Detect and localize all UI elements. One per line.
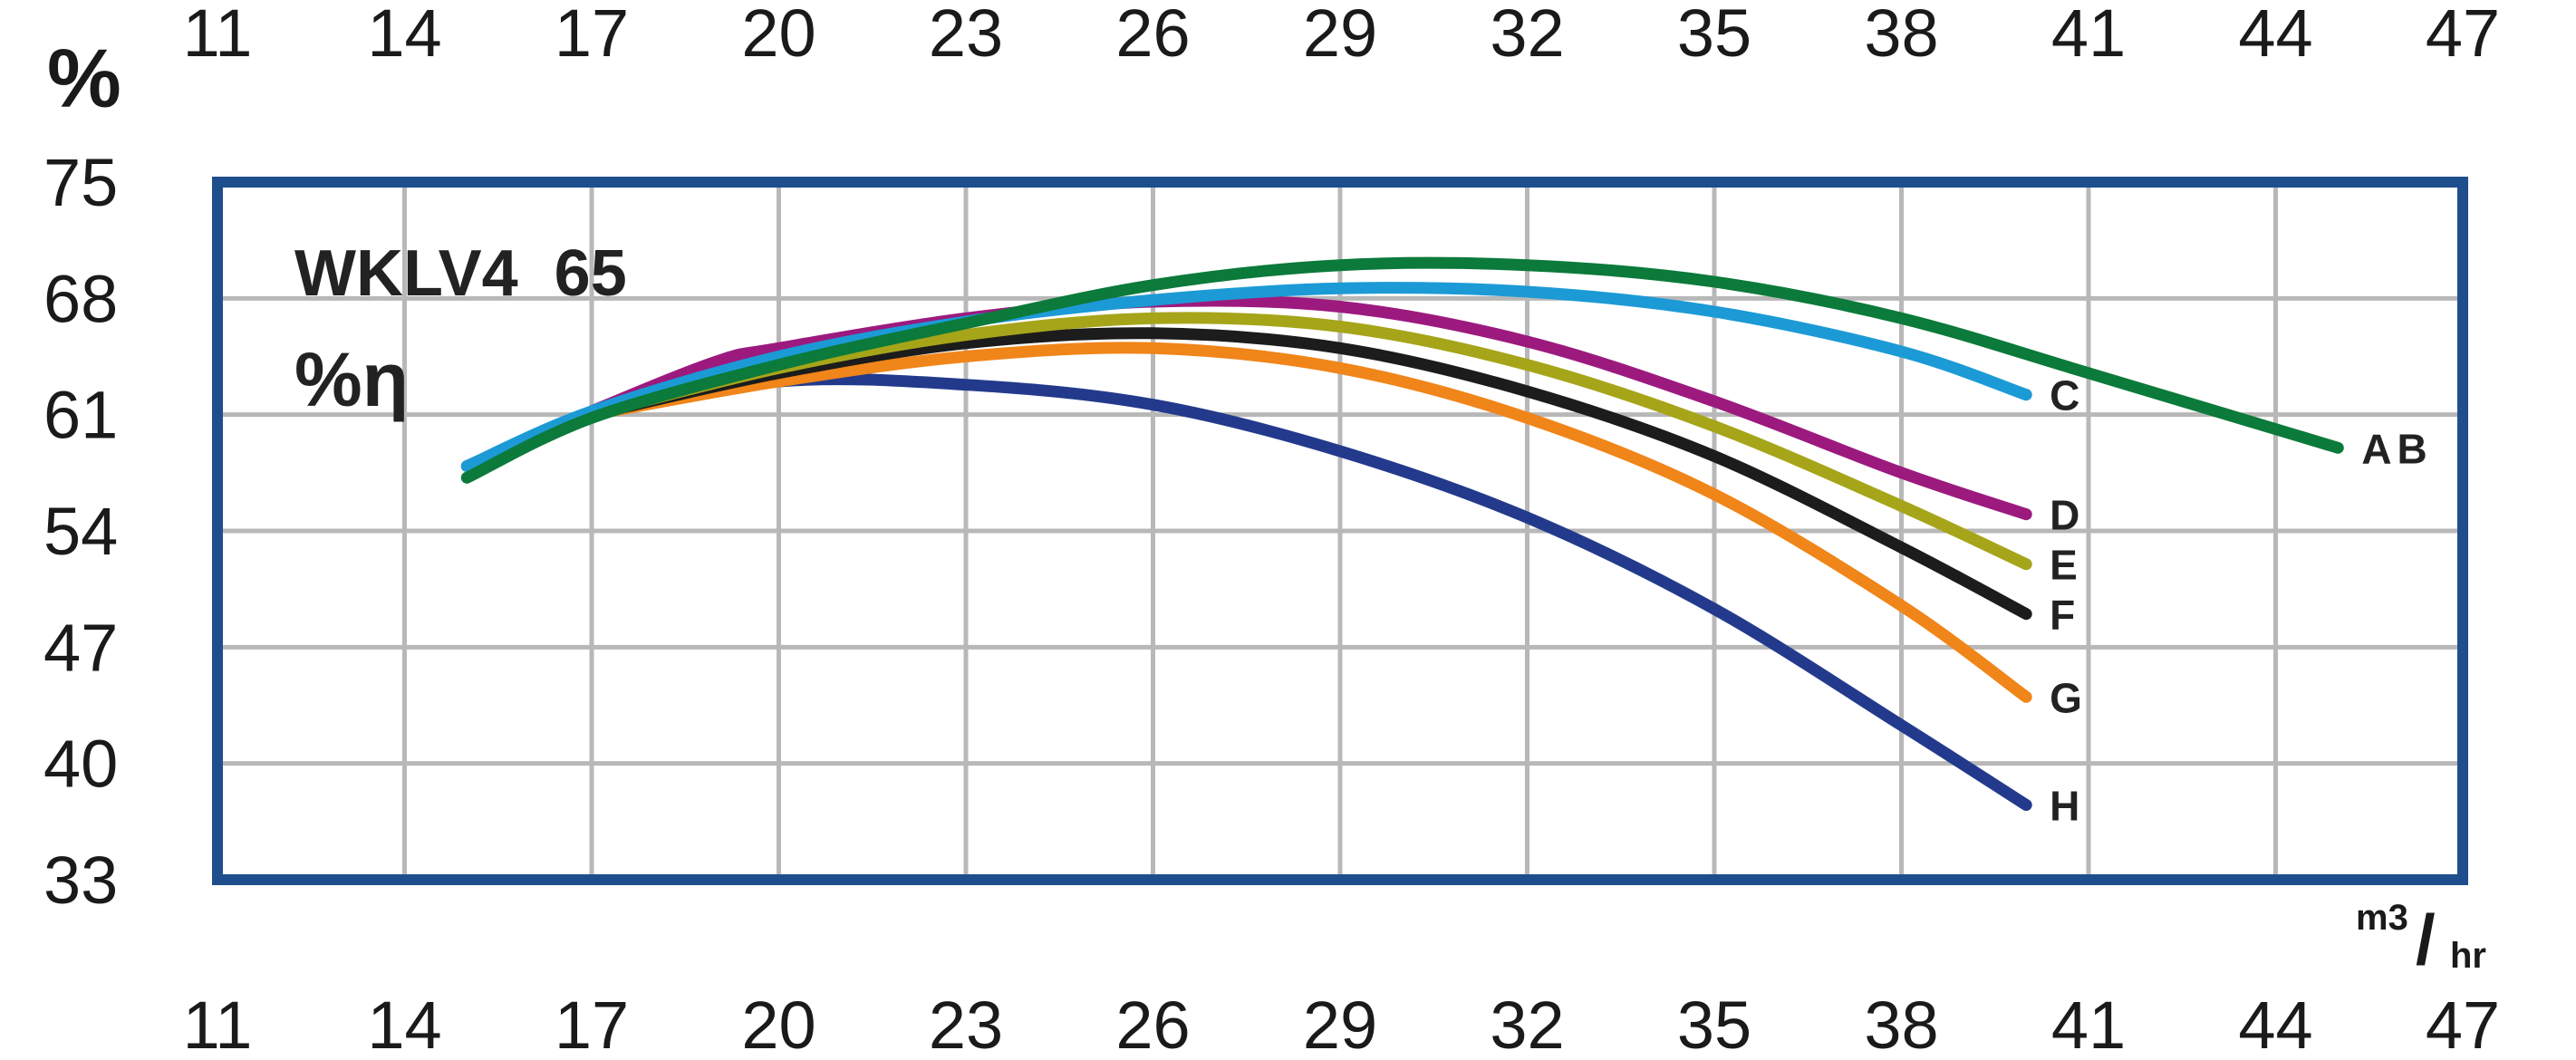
- x-tick-top: 11: [183, 0, 253, 71]
- x-tick-bottom: 47: [2426, 988, 2500, 1060]
- series-label-ab: AB: [2361, 425, 2432, 472]
- y-tick: 33: [43, 843, 118, 918]
- series-label-d: D: [2050, 492, 2085, 539]
- x-axis-unit: m3 / hr: [2356, 898, 2486, 979]
- series-label-f: F: [2050, 592, 2080, 639]
- x-tick-bottom: 29: [1303, 988, 1377, 1060]
- y-tick: 68: [43, 261, 118, 336]
- x-tick-bottom: 32: [1490, 988, 1564, 1060]
- y-tick: 40: [43, 727, 118, 802]
- x-tick-top: 23: [929, 0, 1003, 71]
- x-tick-bottom: 41: [2051, 988, 2126, 1060]
- series-line-g: [585, 342, 2032, 703]
- series-label-h: H: [2050, 783, 2085, 830]
- x-tick-bottom: 11: [183, 988, 253, 1060]
- x-axis-bottom-ticks: 11 14 17 20 23 26 29 32 35 38 41 44 47: [183, 988, 2501, 1060]
- chart-subtitle: %η: [294, 337, 409, 422]
- x-tick-bottom: 14: [367, 988, 441, 1060]
- y-axis-label: %: [47, 33, 121, 125]
- x-unit-denominator: hr: [2450, 936, 2486, 976]
- y-tick: 54: [43, 494, 118, 569]
- x-tick-top: 44: [2238, 0, 2312, 71]
- y-tick: 61: [43, 378, 118, 453]
- x-tick-top: 20: [741, 0, 815, 71]
- x-tick-top: 35: [1677, 0, 1751, 71]
- series-label-g: G: [2050, 674, 2088, 721]
- x-tick-top: 17: [555, 0, 629, 71]
- series-line-c: [460, 282, 2032, 472]
- x-tick-top: 29: [1303, 0, 1377, 71]
- series-line-ab: [460, 256, 2344, 484]
- x-tick-top: 32: [1490, 0, 1564, 71]
- y-tick: 75: [43, 145, 118, 220]
- x-tick-top: 26: [1115, 0, 1190, 71]
- x-axis-top-ticks: 11 14 17 20 23 26 29 32 35 38 41 44 47: [183, 0, 2501, 71]
- x-tick-top: 41: [2051, 0, 2126, 71]
- x-unit-numerator: m3: [2356, 898, 2408, 938]
- x-tick-bottom: 23: [929, 988, 1003, 1060]
- series-layer: [460, 256, 2344, 811]
- series-label-e: E: [2050, 542, 2083, 589]
- x-tick-bottom: 26: [1115, 988, 1190, 1060]
- x-tick-bottom: 38: [1864, 988, 1938, 1060]
- x-unit-separator: /: [2416, 900, 2436, 979]
- x-tick-bottom: 20: [741, 988, 815, 1060]
- y-tick: 47: [43, 610, 118, 685]
- y-axis-ticks: 75 68 61 54 47 40 33: [43, 145, 118, 918]
- series-line-h: [585, 373, 2032, 811]
- x-tick-top: 14: [367, 0, 441, 71]
- chart-title: WKLV4 65: [294, 237, 627, 310]
- grid: [217, 182, 2463, 880]
- plot-frame: [212, 177, 2468, 885]
- x-tick-bottom: 44: [2238, 988, 2312, 1060]
- x-tick-bottom: 17: [555, 988, 629, 1060]
- x-tick-top: 38: [1864, 0, 1938, 71]
- x-tick-bottom: 35: [1677, 988, 1751, 1060]
- x-tick-top: 47: [2426, 0, 2500, 71]
- series-label-c: C: [2050, 372, 2085, 419]
